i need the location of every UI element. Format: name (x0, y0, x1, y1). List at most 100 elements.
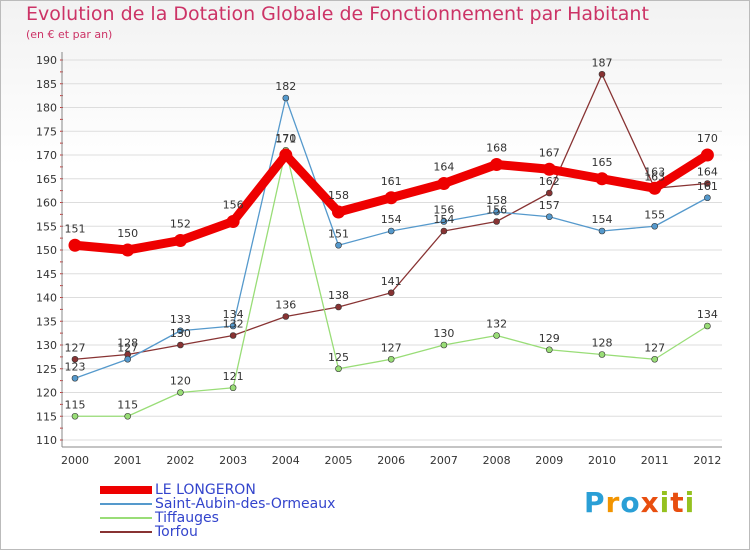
legend-label-3: Torfou (155, 524, 198, 540)
data-label: 164 (697, 166, 718, 179)
y-tick-label: 135 (36, 315, 57, 328)
series-lines (68, 70, 714, 420)
data-point (598, 351, 606, 358)
data-label: 127 (381, 341, 402, 354)
data-label: 155 (644, 208, 665, 221)
x-tick-label: 2009 (535, 454, 563, 467)
data-point (545, 189, 553, 197)
y-tick-label: 180 (36, 102, 57, 115)
y-tick-label: 115 (36, 410, 57, 423)
y-tick-label: 190 (36, 54, 57, 67)
data-label: 170 (275, 132, 296, 145)
y-tick-label: 160 (36, 197, 57, 210)
logo-letter: i (659, 486, 671, 519)
data-point (704, 322, 711, 330)
logo-letter: t (670, 486, 685, 519)
legend-label-2: Tiffauges (155, 510, 219, 526)
data-point (335, 241, 342, 249)
data-label: 163 (644, 165, 665, 178)
line-chart: 1101151201251301351401451501551601651701… (36, 52, 722, 467)
data-point (440, 341, 448, 349)
data-point (71, 412, 79, 420)
data-point (490, 158, 504, 171)
x-tick-label: 2001 (114, 454, 142, 467)
data-label: 161 (381, 175, 402, 188)
x-tick-label: 2006 (377, 454, 405, 467)
x-tick-label: 2008 (483, 454, 511, 467)
logo-letter: i (684, 486, 696, 519)
data-label: 138 (328, 289, 349, 302)
data-label: 115 (117, 398, 138, 411)
data-label: 167 (539, 146, 560, 159)
data-point (124, 355, 131, 363)
data-point (384, 191, 398, 205)
legend-label-1: Saint-Aubin-des-Ormeaux (155, 496, 336, 512)
data-label: 130 (433, 327, 454, 340)
data-label: 157 (539, 199, 560, 212)
x-tick-label: 2004 (272, 454, 300, 467)
logo-letter: o (620, 486, 641, 519)
data-label: 123 (65, 360, 86, 373)
data-label: 133 (170, 313, 191, 326)
data-label: 115 (65, 398, 86, 411)
data-point (332, 205, 345, 219)
data-point (545, 213, 553, 221)
data-label: 120 (170, 375, 191, 388)
legend-swatch-1 (100, 503, 152, 505)
data-point (440, 218, 448, 225)
data-point (177, 389, 184, 396)
logo-letter: r (605, 486, 621, 519)
x-tick-label: 2012 (693, 454, 721, 467)
data-point (704, 194, 711, 202)
logo-letter: x (640, 486, 660, 519)
data-label: 158 (328, 189, 349, 202)
data-point (437, 177, 451, 190)
data-label: 154 (592, 213, 613, 226)
x-tick-label: 2007 (430, 454, 458, 467)
data-label: 161 (697, 180, 718, 193)
legend-swatch-2 (100, 517, 152, 519)
data-point (177, 327, 184, 335)
x-tick-label: 2011 (641, 454, 669, 467)
y-tick-label: 150 (36, 244, 57, 257)
chart-title: Evolution de la Dotation Globale de Fonc… (26, 3, 649, 25)
data-label: 136 (275, 299, 296, 312)
data-label: 182 (275, 80, 296, 93)
data-label: 128 (592, 337, 613, 350)
y-tick-label: 125 (36, 363, 57, 376)
data-point (651, 222, 659, 230)
data-label: 156 (433, 204, 454, 217)
data-label: 165 (592, 156, 613, 169)
data-point (229, 322, 237, 330)
axes: 1101151201251301351401451501551601651701… (36, 52, 722, 467)
data-label: 163 (644, 170, 665, 183)
y-tick-label: 130 (36, 339, 57, 352)
data-label: 134 (223, 308, 244, 321)
data-point (440, 227, 448, 235)
data-label: 171 (275, 132, 296, 145)
data-label: 130 (170, 327, 191, 340)
data-point (229, 332, 237, 339)
legend-label-0: LE LONGERON (155, 482, 256, 498)
data-point (545, 346, 553, 354)
data-label: 132 (223, 318, 244, 331)
data-label: 125 (328, 351, 349, 364)
data-label: 141 (381, 275, 402, 288)
data-point (177, 341, 184, 349)
data-label: 164 (433, 161, 454, 174)
data-label: 170 (697, 132, 718, 145)
data-point (704, 180, 711, 187)
data-point (226, 215, 240, 228)
data-point (493, 332, 500, 339)
logo-letter: P (584, 486, 606, 519)
proxiti-logo: Proxiti (584, 486, 695, 519)
data-label: 154 (433, 213, 454, 226)
data-point (335, 365, 342, 373)
data-point (387, 355, 395, 363)
data-point (700, 148, 714, 162)
data-point (229, 384, 237, 392)
y-tick-label: 120 (36, 387, 57, 400)
data-point (282, 94, 290, 102)
data-point (387, 289, 395, 297)
